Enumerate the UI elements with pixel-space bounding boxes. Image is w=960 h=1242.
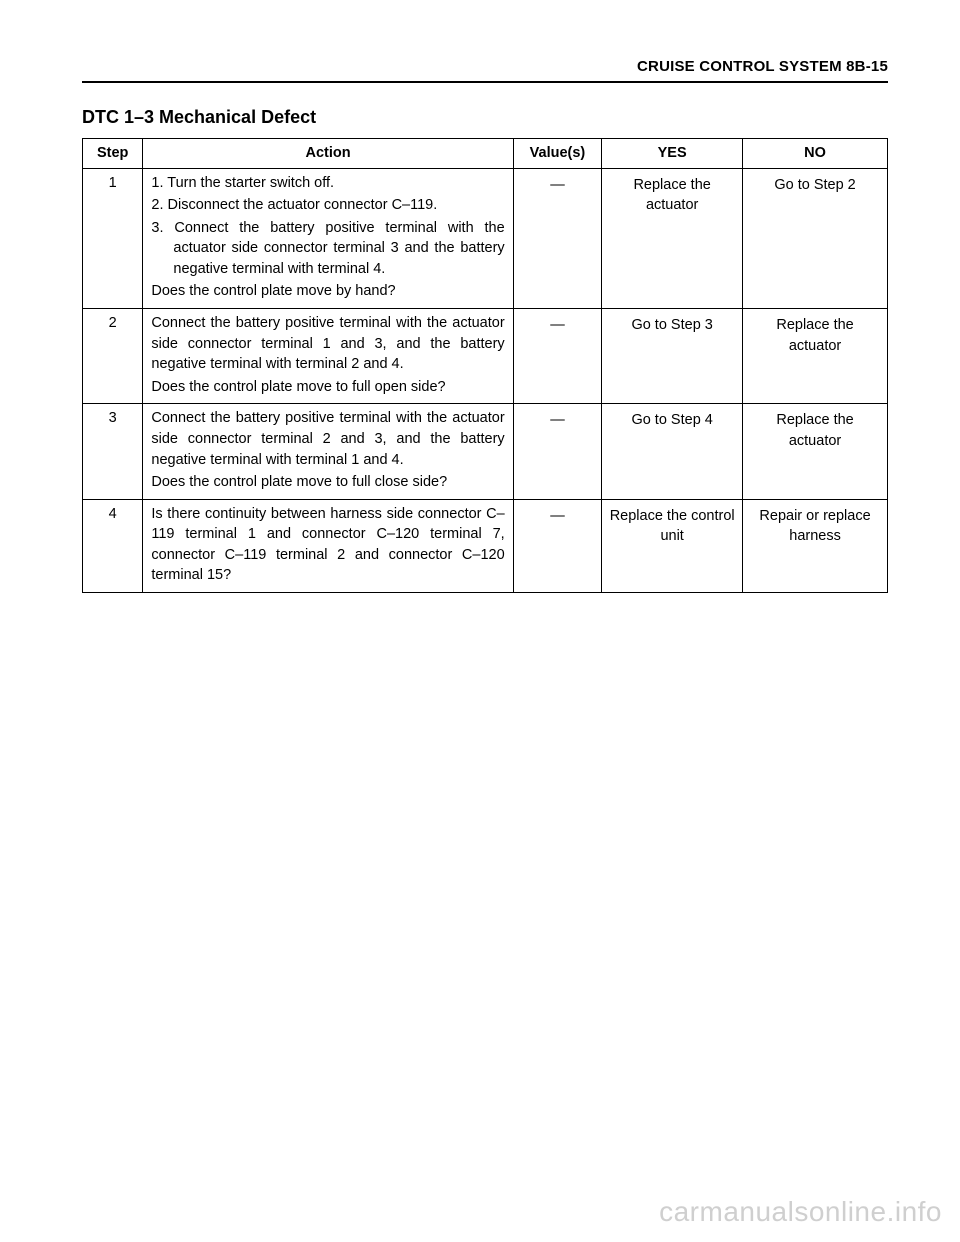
col-value: Value(s) <box>513 139 602 169</box>
action-question: Does the control plate move to full open… <box>151 377 504 398</box>
cell-step: 4 <box>83 499 143 592</box>
cell-step: 3 <box>83 404 143 499</box>
action-item: Disconnect the actuator connector C–119. <box>151 195 504 216</box>
table-header-row: Step Action Value(s) YES NO <box>83 139 888 169</box>
action-question: Does the control plate move by hand? <box>151 281 504 302</box>
diagnostic-table: Step Action Value(s) YES NO 1 Turn the s… <box>82 138 888 593</box>
cell-no: Repair or replace harness <box>743 499 888 592</box>
cell-yes: Replace the actuator <box>602 168 743 308</box>
table-row: 4 Is there continuity between harness si… <box>83 499 888 592</box>
col-action: Action <box>143 139 513 169</box>
cell-action: Connect the battery positive terminal wi… <box>143 309 513 404</box>
table-row: 3 Connect the battery positive terminal … <box>83 404 888 499</box>
cell-no: Replace the actuator <box>743 309 888 404</box>
cell-no: Replace the actuator <box>743 404 888 499</box>
cell-action: Turn the starter switch off. Disconnect … <box>143 168 513 308</box>
col-yes: YES <box>602 139 743 169</box>
cell-yes: Go to Step 3 <box>602 309 743 404</box>
col-no: NO <box>743 139 888 169</box>
action-text: Connect the battery positive terminal wi… <box>151 313 504 375</box>
col-step: Step <box>83 139 143 169</box>
cell-no: Go to Step 2 <box>743 168 888 308</box>
cell-action: Is there continuity between harness side… <box>143 499 513 592</box>
cell-value: — <box>513 404 602 499</box>
cell-action: Connect the battery positive terminal wi… <box>143 404 513 499</box>
watermark: carmanualsonline.info <box>659 1196 942 1228</box>
running-header: CRUISE CONTROL SYSTEM 8B-15 <box>82 58 888 83</box>
cell-value: — <box>513 499 602 592</box>
cell-yes: Replace the control unit <box>602 499 743 592</box>
cell-yes: Go to Step 4 <box>602 404 743 499</box>
section-title: DTC 1–3 Mechanical Defect <box>82 107 888 128</box>
table-row: 1 Turn the starter switch off. Disconnec… <box>83 168 888 308</box>
cell-value: — <box>513 309 602 404</box>
action-item: Connect the battery positive terminal wi… <box>151 218 504 280</box>
action-question: Does the control plate move to full clos… <box>151 472 504 493</box>
cell-value: — <box>513 168 602 308</box>
action-item: Turn the starter switch off. <box>151 173 504 194</box>
action-text: Connect the battery positive terminal wi… <box>151 408 504 470</box>
page: CRUISE CONTROL SYSTEM 8B-15 DTC 1–3 Mech… <box>0 0 960 1242</box>
action-text: Is there continuity between harness side… <box>151 504 504 586</box>
table-row: 2 Connect the battery positive terminal … <box>83 309 888 404</box>
cell-step: 2 <box>83 309 143 404</box>
cell-step: 1 <box>83 168 143 308</box>
